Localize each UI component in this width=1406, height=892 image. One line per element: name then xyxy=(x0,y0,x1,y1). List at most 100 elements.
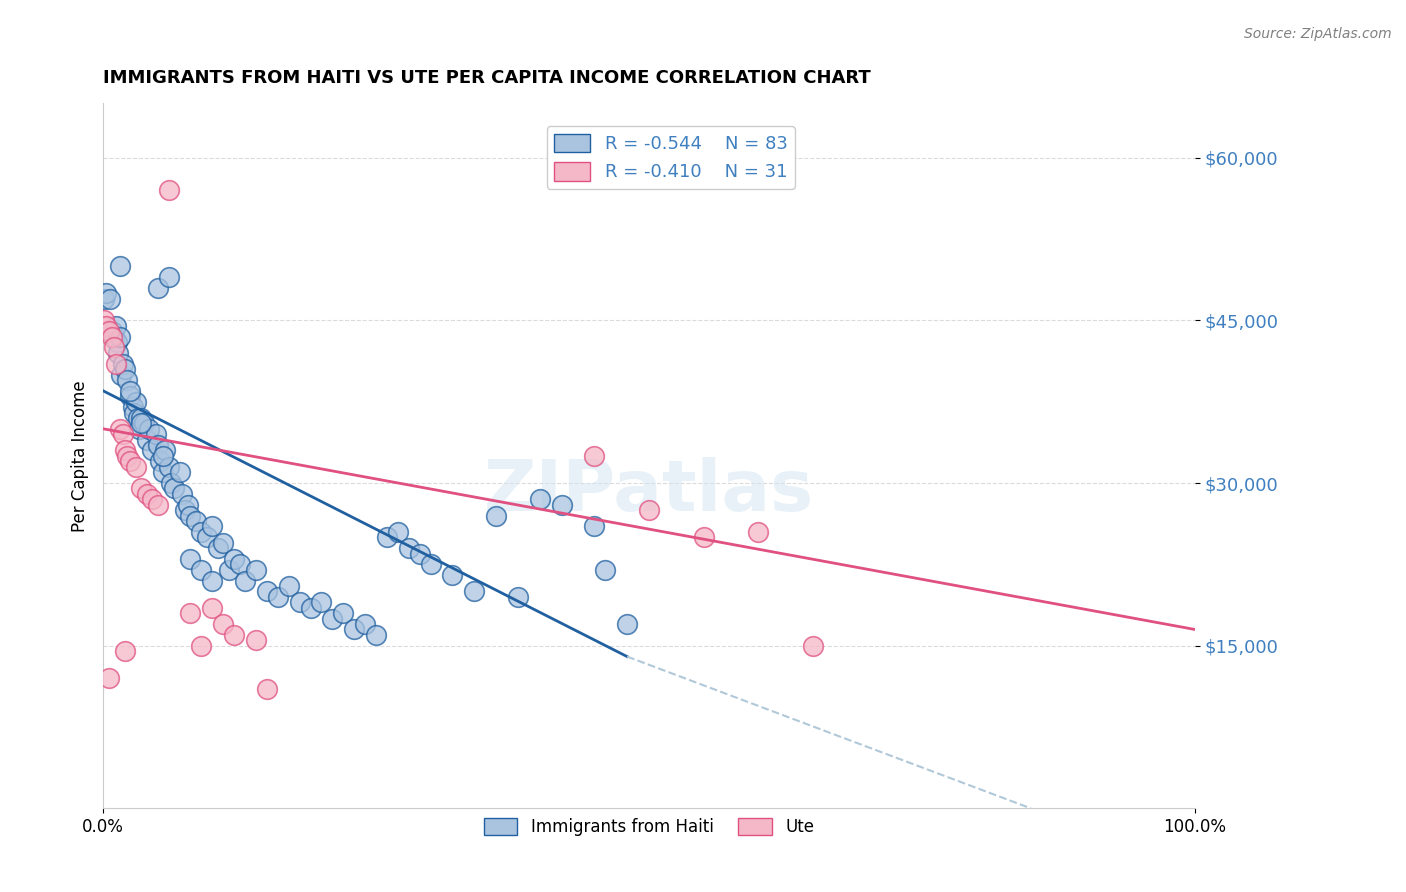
Point xyxy=(159,475,181,490)
Point xyxy=(103,340,125,354)
Point xyxy=(135,487,157,501)
Point xyxy=(141,492,163,507)
Point xyxy=(114,362,136,376)
Point xyxy=(179,552,201,566)
Point xyxy=(233,574,256,588)
Point xyxy=(152,449,174,463)
Point xyxy=(299,600,322,615)
Point xyxy=(485,508,508,523)
Point xyxy=(110,368,132,382)
Point xyxy=(177,498,200,512)
Point xyxy=(201,519,224,533)
Point xyxy=(245,563,267,577)
Point xyxy=(224,552,246,566)
Point xyxy=(114,644,136,658)
Point xyxy=(311,595,333,609)
Point xyxy=(387,524,409,539)
Point xyxy=(506,590,529,604)
Point xyxy=(157,269,180,284)
Point xyxy=(146,281,169,295)
Point xyxy=(616,617,638,632)
Point xyxy=(120,454,142,468)
Point xyxy=(190,639,212,653)
Point xyxy=(145,427,167,442)
Point xyxy=(105,357,128,371)
Point xyxy=(96,286,118,301)
Point xyxy=(201,600,224,615)
Point xyxy=(398,541,420,555)
Point xyxy=(131,411,153,425)
Point xyxy=(122,405,145,419)
Point xyxy=(218,563,240,577)
Point xyxy=(108,422,131,436)
Point xyxy=(93,313,115,327)
Point xyxy=(190,563,212,577)
Point xyxy=(101,324,124,338)
Point xyxy=(96,318,118,333)
Point xyxy=(550,498,572,512)
Point xyxy=(120,384,142,398)
Point xyxy=(135,433,157,447)
Point xyxy=(583,449,606,463)
Point xyxy=(463,584,485,599)
Point xyxy=(801,639,824,653)
Point xyxy=(190,524,212,539)
Point xyxy=(127,411,149,425)
Point xyxy=(115,449,138,463)
Point xyxy=(170,487,193,501)
Point xyxy=(195,530,218,544)
Point xyxy=(121,400,143,414)
Point xyxy=(98,292,121,306)
Point xyxy=(207,541,229,555)
Text: Source: ZipAtlas.com: Source: ZipAtlas.com xyxy=(1244,27,1392,41)
Point xyxy=(131,417,153,431)
Point xyxy=(108,329,131,343)
Point xyxy=(93,292,115,306)
Point xyxy=(128,422,150,436)
Point xyxy=(138,422,160,436)
Text: IMMIGRANTS FROM HAITI VS UTE PER CAPITA INCOME CORRELATION CHART: IMMIGRANTS FROM HAITI VS UTE PER CAPITA … xyxy=(103,69,870,87)
Point xyxy=(224,628,246,642)
Point xyxy=(179,606,201,620)
Point xyxy=(441,568,464,582)
Point xyxy=(146,438,169,452)
Point xyxy=(111,357,134,371)
Point xyxy=(157,459,180,474)
Point xyxy=(212,617,235,632)
Text: ZIPatlas: ZIPatlas xyxy=(484,457,814,525)
Point xyxy=(149,454,172,468)
Point xyxy=(267,590,290,604)
Point xyxy=(228,558,250,572)
Point xyxy=(157,183,180,197)
Legend: Immigrants from Haiti, Ute: Immigrants from Haiti, Ute xyxy=(477,811,821,842)
Point xyxy=(184,514,207,528)
Point xyxy=(125,459,148,474)
Point xyxy=(212,535,235,549)
Point xyxy=(120,389,142,403)
Point xyxy=(375,530,398,544)
Point xyxy=(152,465,174,479)
Point xyxy=(179,508,201,523)
Point xyxy=(146,498,169,512)
Point xyxy=(256,682,278,697)
Point xyxy=(321,612,343,626)
Point xyxy=(595,563,617,577)
Point xyxy=(111,427,134,442)
Point xyxy=(141,443,163,458)
Point xyxy=(638,503,661,517)
Point xyxy=(692,530,714,544)
Point xyxy=(132,417,155,431)
Point xyxy=(97,671,120,685)
Point xyxy=(747,524,769,539)
Point xyxy=(354,617,377,632)
Point xyxy=(103,329,125,343)
Point xyxy=(97,324,120,338)
Point xyxy=(343,623,366,637)
Point xyxy=(288,595,311,609)
Point xyxy=(101,329,124,343)
Point xyxy=(277,579,299,593)
Point xyxy=(245,633,267,648)
Y-axis label: Per Capita Income: Per Capita Income xyxy=(72,380,89,532)
Point xyxy=(409,547,432,561)
Point xyxy=(105,318,128,333)
